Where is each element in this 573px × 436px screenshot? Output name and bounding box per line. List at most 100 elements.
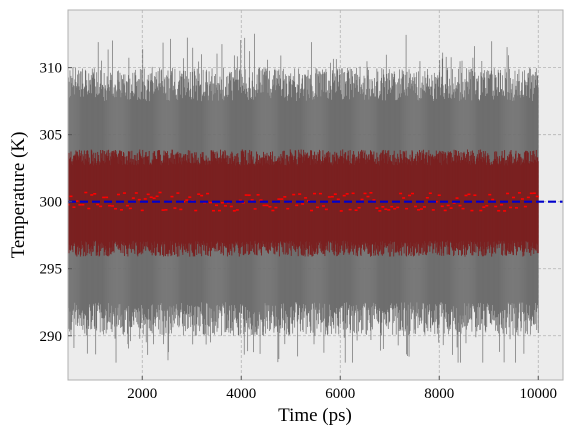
- mean-point: [179, 208, 183, 211]
- mean-point: [128, 207, 132, 210]
- mean-point: [274, 206, 278, 209]
- mean-point: [125, 204, 129, 207]
- mean-point: [69, 195, 73, 198]
- mean-point: [176, 192, 180, 194]
- mean-point: [345, 193, 349, 195]
- mean-point: [131, 197, 135, 199]
- mean-point: [90, 194, 94, 196]
- mean-point: [535, 195, 539, 198]
- mean-point: [268, 205, 272, 208]
- mean-point: [72, 206, 76, 208]
- mean-series: [68, 191, 539, 212]
- plot-frame: [67, 9, 564, 381]
- mean-point: [200, 194, 204, 197]
- mean-point: [164, 209, 168, 211]
- mean-point: [437, 194, 441, 197]
- y-tick-label: 290: [40, 329, 63, 345]
- mean-point: [280, 198, 284, 200]
- mean-point: [458, 204, 462, 207]
- mean-point: [194, 209, 198, 212]
- mean-point: [265, 204, 269, 207]
- mean-point: [87, 207, 91, 210]
- y-tick-label: 310: [40, 61, 63, 77]
- mean-point: [464, 194, 468, 197]
- mean-point: [247, 194, 251, 196]
- mean-point: [452, 202, 456, 204]
- mean-point: [116, 193, 120, 196]
- mean-point: [310, 209, 314, 212]
- mean-point: [170, 195, 174, 198]
- mean-point: [506, 192, 510, 195]
- mean-point: [321, 205, 325, 207]
- mean-point: [360, 198, 364, 201]
- mean-point: [339, 210, 343, 212]
- mean-point: [526, 196, 530, 199]
- mean-point: [336, 198, 340, 201]
- mean-point: [262, 204, 266, 207]
- y-tick-label: 295: [40, 262, 63, 278]
- mean-point: [434, 200, 438, 203]
- mean-point: [369, 192, 373, 194]
- mean-point: [84, 191, 88, 194]
- mean-point: [188, 196, 192, 198]
- mean-point: [440, 205, 444, 208]
- mean-point: [68, 203, 70, 206]
- mean-point: [286, 207, 290, 210]
- mean-point: [425, 196, 429, 199]
- mean-point: [503, 210, 507, 212]
- mean-point: [532, 192, 536, 195]
- mean-point: [283, 196, 287, 198]
- mean-point: [173, 207, 177, 209]
- mean-point: [149, 196, 153, 199]
- mean-point: [517, 192, 521, 194]
- mean-point: [119, 209, 123, 211]
- mean-point: [93, 193, 97, 195]
- mean-point: [146, 193, 150, 196]
- mean-point: [102, 196, 106, 199]
- mean-point: [330, 195, 334, 198]
- mean-point: [372, 199, 376, 201]
- x-axis-ticks: 2000 4000 6000 8000 10000: [127, 376, 557, 402]
- mean-point: [473, 194, 477, 197]
- mean-point: [220, 201, 224, 204]
- mean-point: [342, 194, 346, 197]
- mean-point: [161, 209, 165, 211]
- mean-point: [431, 209, 435, 211]
- mean-point: [402, 197, 406, 199]
- mean-point: [482, 206, 486, 208]
- mean-point: [140, 209, 144, 212]
- mean-point: [223, 205, 227, 207]
- mean-point: [422, 206, 426, 208]
- mean-point: [529, 192, 533, 195]
- mean-point: [416, 209, 420, 211]
- mean-point: [212, 209, 216, 212]
- mean-point: [206, 192, 210, 195]
- mean-point: [155, 195, 159, 198]
- mean-point: [390, 205, 394, 208]
- mean-point: [351, 192, 355, 195]
- mean-point: [514, 207, 518, 209]
- y-tick-label: 300: [40, 195, 63, 211]
- mean-point: [304, 197, 308, 199]
- mean-point: [232, 210, 236, 212]
- mean-point: [99, 205, 103, 208]
- mean-point: [250, 199, 254, 201]
- mean-point: [114, 207, 118, 210]
- mean-point: [324, 208, 328, 211]
- mean-point: [500, 203, 504, 206]
- mean-point: [523, 205, 527, 208]
- mean-point: [405, 207, 409, 210]
- mean-point: [443, 209, 447, 212]
- mean-point: [185, 199, 189, 201]
- mean-point: [428, 192, 432, 195]
- mean-point: [229, 205, 233, 208]
- mean-point: [108, 204, 112, 207]
- mean-point: [137, 198, 141, 201]
- mean-point: [470, 209, 474, 212]
- mean-point: [494, 205, 498, 208]
- mean-point: [298, 193, 302, 195]
- y-axis-ticks: 290 295 300 305 310: [40, 61, 72, 345]
- mean-point: [488, 193, 492, 196]
- mean-point: [215, 204, 218, 207]
